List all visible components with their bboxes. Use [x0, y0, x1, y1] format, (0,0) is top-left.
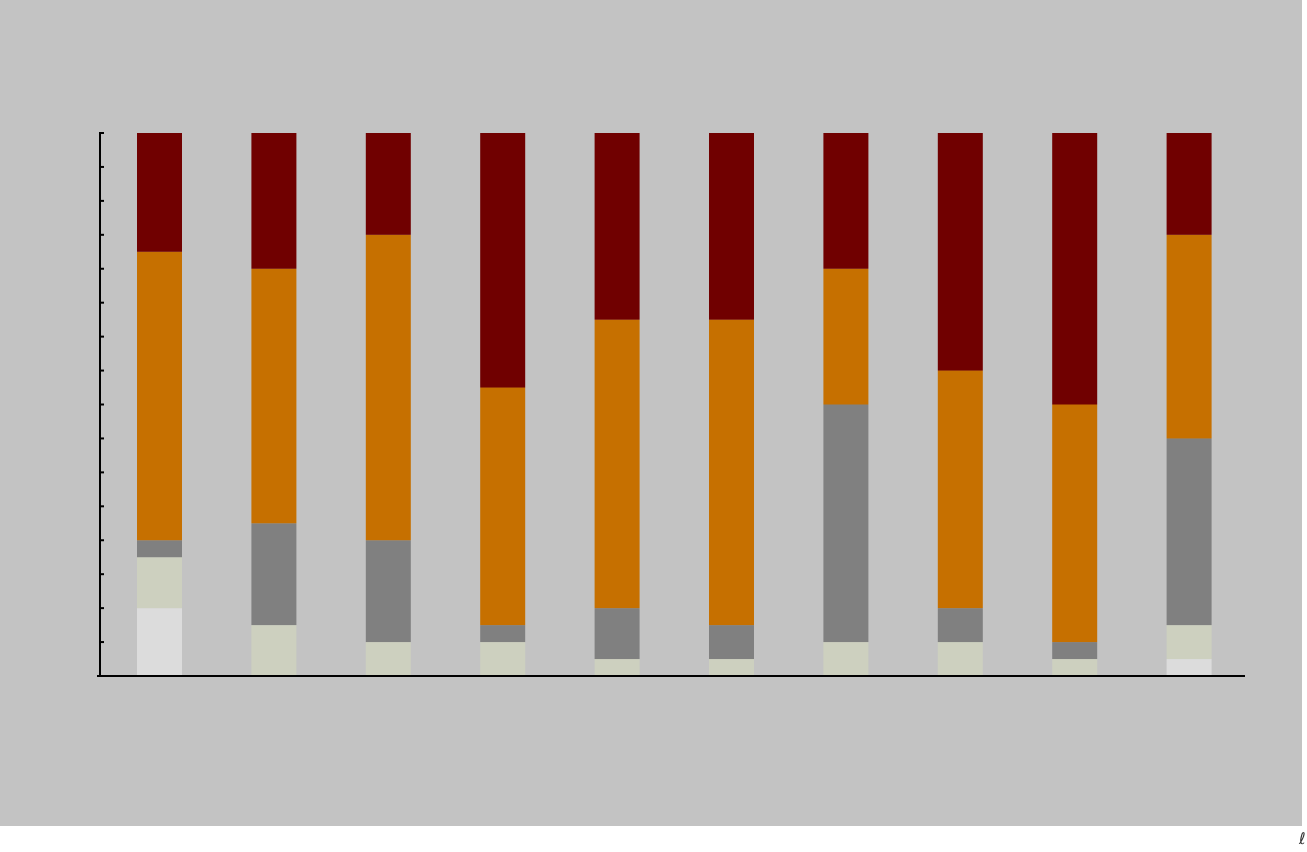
- bar-segment-10-1: [1166, 659, 1212, 676]
- bar-segment-8-5: [937, 133, 983, 371]
- bar-segment-7-2: [823, 642, 869, 676]
- bar-segment-4-3: [480, 625, 526, 643]
- bar-stack-3: [365, 133, 411, 676]
- bar-segment-2-5: [251, 133, 297, 269]
- bar-segment-9-2: [1052, 659, 1098, 676]
- bar-segment-4-4: [480, 387, 526, 626]
- bar-stack-8: [937, 133, 983, 676]
- bar-segment-6-3: [709, 625, 754, 660]
- bar-segment-8-3: [937, 608, 983, 643]
- bar-segment-9-3: [1052, 642, 1098, 660]
- bar-segment-5-2: [594, 659, 640, 676]
- bar-segment-4-2: [480, 642, 526, 676]
- bar-segment-1-4: [137, 251, 182, 541]
- bar-segment-5-5: [594, 133, 640, 320]
- bar-segment-2-3: [251, 523, 297, 626]
- bar-segment-3-4: [365, 234, 411, 541]
- bar-segment-6-5: [709, 133, 754, 320]
- bar-stack-9: [1052, 133, 1098, 676]
- bar-segment-2-4: [251, 268, 297, 524]
- bar-segment-3-3: [365, 540, 411, 643]
- bar-segment-1-2: [137, 557, 182, 609]
- bar-segment-9-5: [1052, 133, 1098, 405]
- bar-segment-4-5: [480, 133, 526, 388]
- bar-segment-5-3: [594, 608, 640, 660]
- bar-segment-8-4: [937, 370, 983, 609]
- corner-mark: ℓ: [1299, 829, 1306, 848]
- bar-segment-3-2: [365, 642, 411, 676]
- bar-stack-5: [594, 133, 640, 676]
- bar-stack-1: [137, 133, 182, 677]
- bar-segment-10-4: [1166, 234, 1212, 439]
- bar-stack-4: [480, 133, 526, 676]
- bar-segment-1-5: [137, 133, 182, 252]
- chart-plot-area: [0, 0, 1302, 826]
- bar-segment-2-2: [251, 625, 297, 676]
- bar-segment-10-5: [1166, 133, 1212, 235]
- stacked-bar-chart: [97, 132, 1245, 677]
- bar-segment-7-4: [823, 268, 869, 405]
- bar-segment-1-1: [137, 608, 182, 677]
- bar-segment-5-4: [594, 319, 640, 609]
- bar-segment-7-3: [823, 404, 869, 643]
- bar-segment-6-2: [709, 659, 754, 676]
- bar-stack-6: [709, 133, 754, 676]
- bar-segment-9-4: [1052, 404, 1098, 643]
- bar-segment-8-2: [937, 642, 983, 676]
- bar-stack-10: [1166, 133, 1212, 676]
- bar-segment-1-3: [137, 540, 182, 558]
- bar-segment-3-5: [365, 133, 411, 235]
- bar-segment-10-3: [1166, 438, 1212, 626]
- bar-stack-2: [251, 133, 297, 676]
- bar-segment-10-2: [1166, 625, 1212, 660]
- bars-layer: [137, 133, 1212, 677]
- bar-segment-6-4: [709, 319, 754, 626]
- bar-stack-7: [823, 133, 869, 676]
- bar-segment-7-5: [823, 133, 869, 269]
